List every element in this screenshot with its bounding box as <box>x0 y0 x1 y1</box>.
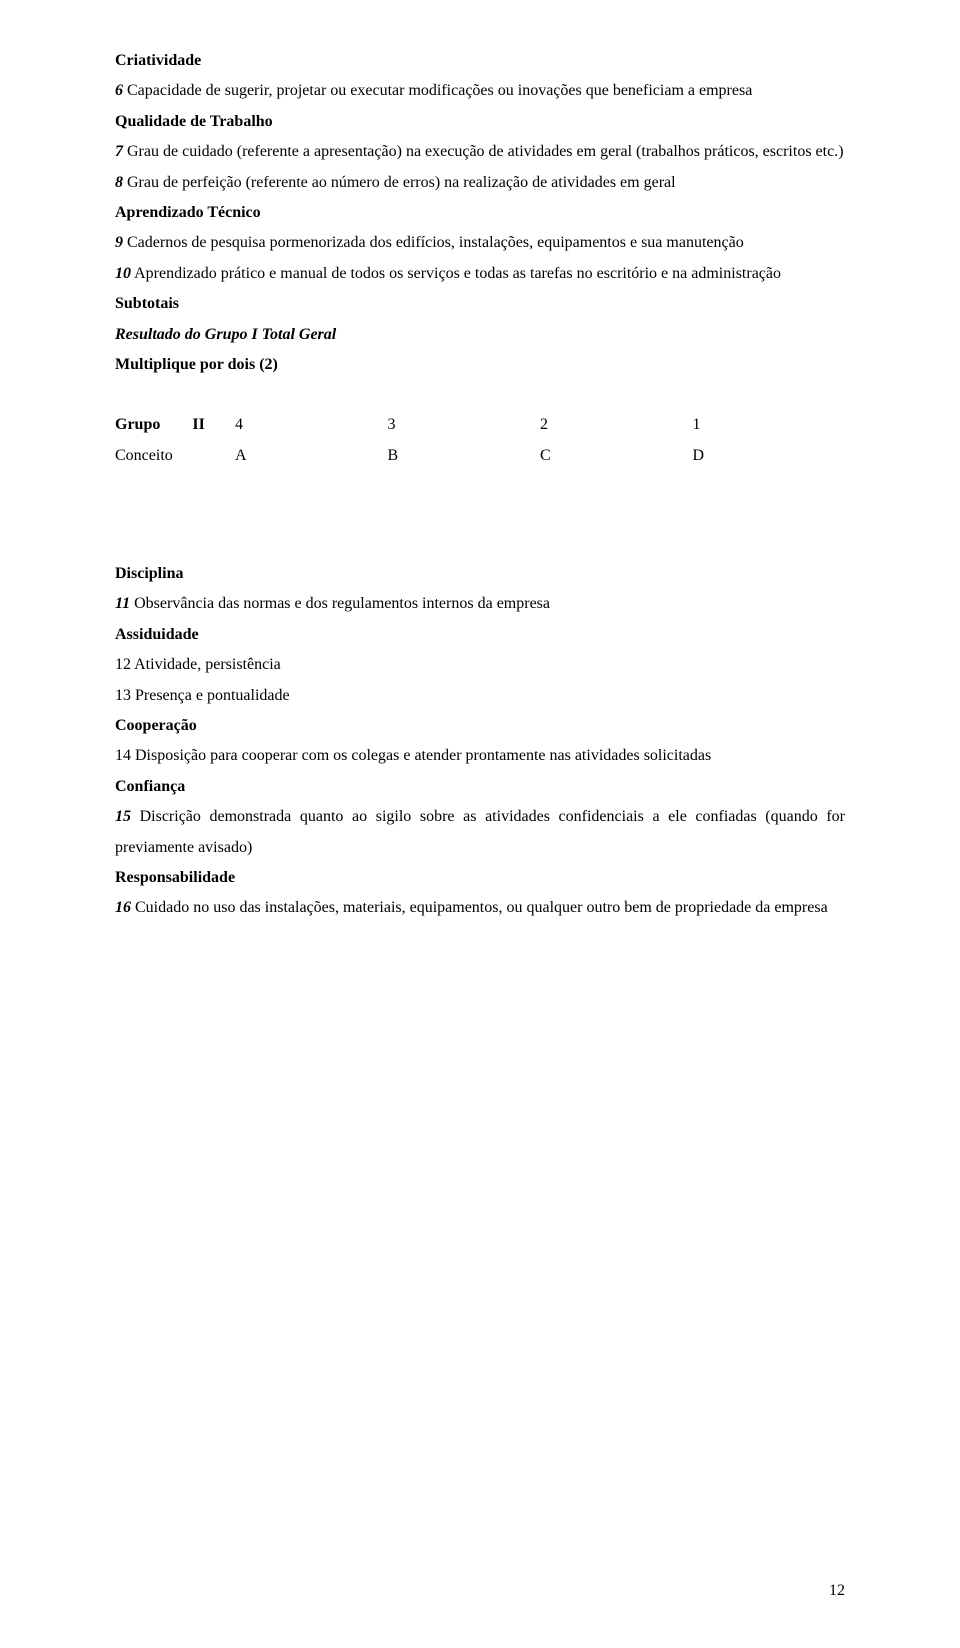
item-6: 6 Capacidade de sugerir, projetar ou exe… <box>115 76 845 106</box>
item-6-text: Capacidade de sugerir, projetar ou execu… <box>123 82 752 99</box>
label-grupo-text: Grupo <box>115 416 160 433</box>
item-9-text: Cadernos de pesquisa pormenorizada dos e… <box>123 234 744 251</box>
cell-conceito-b: B <box>388 441 541 471</box>
cell-conceito-c: C <box>540 441 693 471</box>
item-8: 8 Grau de perfeição (referente ao número… <box>115 168 845 198</box>
item-16: 16 Cuidado no uso das instalações, mater… <box>115 893 845 923</box>
heading-aprendizado: Aprendizado Técnico <box>115 198 845 228</box>
item-9-num: 9 <box>115 234 123 251</box>
label-grupo-ii: II <box>192 416 204 433</box>
item-15: 15 Discrição demonstrada quanto ao sigil… <box>115 802 845 863</box>
item-7: 7 Grau de cuidado (referente a apresenta… <box>115 137 845 167</box>
cell-conceito-d: D <box>693 441 846 471</box>
table-row-conceito: Conceito A B C D <box>115 441 845 471</box>
cell-conceito-a: A <box>235 441 388 471</box>
item-8-num: 8 <box>115 174 123 191</box>
label-grupo: Grupo II <box>115 410 235 440</box>
item-11-text: Observância das normas e dos regulamento… <box>130 595 550 612</box>
item-13: 13 Presença e pontualidade <box>115 681 845 711</box>
item-8-text: Grau de perfeição (referente ao número d… <box>123 174 676 191</box>
heading-cooperacao: Cooperação <box>115 711 845 741</box>
item-14: 14 Disposição para cooperar com os coleg… <box>115 741 845 771</box>
heading-multiplique: Multiplique por dois (2) <box>115 350 845 380</box>
cell-grupo-1: 1 <box>693 410 846 440</box>
label-conceito: Conceito <box>115 441 235 471</box>
item-10-num: 10 <box>115 265 131 282</box>
heading-resultado: Resultado do Grupo I Total Geral <box>115 320 845 350</box>
table-row-grupo: Grupo II 4 3 2 1 <box>115 410 845 440</box>
item-16-text: Cuidado no uso das instalações, materiai… <box>131 899 828 916</box>
item-11-num: 11 <box>115 595 130 612</box>
item-11: 11 Observância das normas e dos regulame… <box>115 589 845 619</box>
heading-qualidade: Qualidade de Trabalho <box>115 107 845 137</box>
item-10: 10 Aprendizado prático e manual de todos… <box>115 259 845 289</box>
heading-responsabilidade: Responsabilidade <box>115 863 845 893</box>
page-number: 12 <box>829 1576 845 1606</box>
spacer <box>115 380 845 410</box>
cell-grupo-2: 2 <box>540 410 693 440</box>
spacer <box>115 471 845 559</box>
item-6-num: 6 <box>115 82 123 99</box>
cell-grupo-4: 4 <box>235 410 388 440</box>
item-7-text: Grau de cuidado (referente a apresentaçã… <box>123 143 844 160</box>
item-12: 12 Atividade, persistência <box>115 650 845 680</box>
item-9: 9 Cadernos de pesquisa pormenorizada dos… <box>115 228 845 258</box>
item-7-num: 7 <box>115 143 123 160</box>
heading-confianca: Confiança <box>115 772 845 802</box>
item-10-text: Aprendizado prático e manual de todos os… <box>131 265 781 282</box>
item-16-num: 16 <box>115 899 131 916</box>
item-15-text: Discrição demonstrada quanto ao sigilo s… <box>115 808 845 855</box>
cell-grupo-3: 3 <box>388 410 541 440</box>
heading-disciplina: Disciplina <box>115 559 845 589</box>
heading-assiduidade: Assiduidade <box>115 620 845 650</box>
heading-subtotais: Subtotais <box>115 289 845 319</box>
item-15-num: 15 <box>115 808 131 825</box>
heading-criatividade: Criatividade <box>115 46 845 76</box>
